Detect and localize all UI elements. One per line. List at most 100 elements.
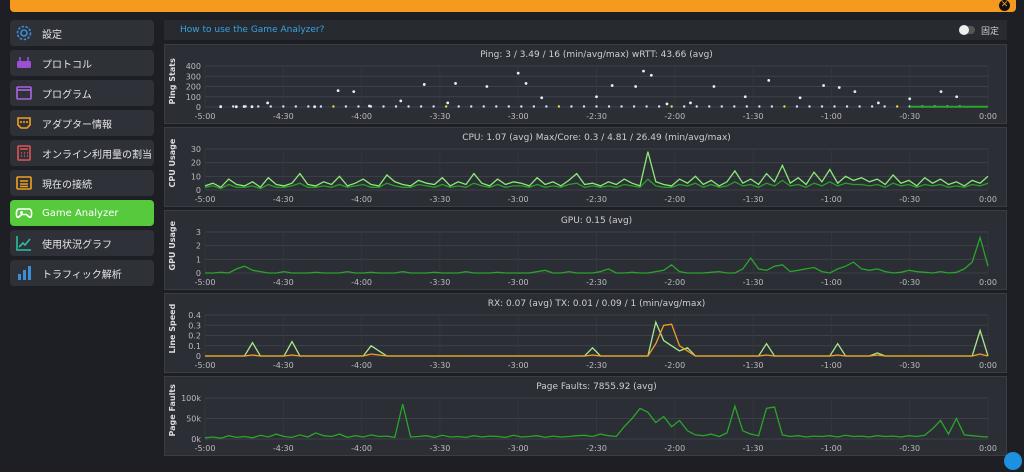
scroll-to-top-button[interactable] <box>1004 452 1022 470</box>
sidebar-item-label: プロトコル <box>42 59 92 71</box>
chart-title: GPU: 0.15 (avg) <box>561 216 632 226</box>
ping-baseline-point <box>833 105 836 108</box>
ping-point <box>955 95 959 99</box>
x-tick-label: -2:30 <box>586 195 607 204</box>
ping-baseline-point <box>770 105 774 108</box>
x-tick-label: 0:00 <box>979 444 997 453</box>
ping-point <box>524 82 528 85</box>
ping-point <box>352 90 356 94</box>
ping-baseline-point <box>795 105 799 108</box>
ping-point <box>595 95 598 99</box>
chart-ylabel: Ping Stats <box>168 58 177 105</box>
x-tick-label: 0:00 <box>979 361 997 370</box>
sidebar-item-adapter[interactable]: アダプター情報 <box>10 110 154 136</box>
list-icon <box>14 173 34 193</box>
ping-point <box>712 85 716 88</box>
bar-chart-icon <box>14 263 34 283</box>
x-tick-label: -4:00 <box>351 444 372 453</box>
x-tick-label: -5:00 <box>195 444 216 453</box>
calculator-icon <box>14 143 34 163</box>
chart-svg: RX: 0.07 (avg) TX: 0.01 / 0.09 / 1 (min/… <box>168 299 997 370</box>
y-tick-label: 30 <box>191 145 201 154</box>
sidebar-item-bar-chart[interactable]: トラフィック解析 <box>10 260 154 286</box>
chart-title: CPU: 1.07 (avg) Max/Core: 0.3 / 4.81 / 2… <box>462 133 731 143</box>
x-tick-label: -1:30 <box>743 361 764 370</box>
y-tick-label: 0.4 <box>188 311 201 320</box>
ping-point <box>610 84 614 87</box>
ping-baseline-point <box>231 105 235 108</box>
sidebar-item-gear[interactable]: 設定 <box>10 20 154 46</box>
ping-baseline-point <box>407 105 410 108</box>
help-link[interactable]: How to use the Game Analyzer? <box>180 25 325 35</box>
y-tick-label: 300 <box>186 72 201 81</box>
x-tick-label: -4:30 <box>273 195 294 204</box>
x-tick-label: -3:00 <box>508 361 529 370</box>
x-tick-label: -0:30 <box>899 444 920 453</box>
x-tick-label: -1:00 <box>821 278 842 287</box>
ping-baseline-point <box>532 105 536 108</box>
ping-point <box>837 86 841 89</box>
x-tick-label: -4:30 <box>273 444 294 453</box>
x-tick-label: -4:30 <box>273 361 294 370</box>
ping-baseline-point <box>657 105 661 108</box>
chart-ylabel: Page Faults <box>168 384 177 437</box>
x-tick-label: -2:00 <box>664 112 685 121</box>
chart-panel-gpu-usage: GPU: 0.15 (avg) GPU Usage 0 1 2 3 -5:00 -4:30 -4… <box>164 210 1007 290</box>
series-line-1 <box>205 323 989 357</box>
chart-title: Ping: 3 / 3.49 / 16 (min/avg/max) wRTT: … <box>480 50 713 60</box>
window-icon <box>14 83 34 103</box>
ping-baseline-point <box>394 105 398 108</box>
x-tick-label: -3:30 <box>429 278 450 287</box>
ping-point <box>234 105 238 109</box>
ping-baseline-point <box>257 105 260 108</box>
ping-baseline-point <box>307 105 310 108</box>
x-tick-label: -5:00 <box>195 112 216 121</box>
ping-baseline-point <box>870 105 874 108</box>
y-tick-label: 0k <box>191 435 201 444</box>
sidebar-item-window[interactable]: プログラム <box>10 80 154 106</box>
x-tick-label: -0:30 <box>899 195 920 204</box>
x-tick-label: -1:00 <box>821 112 842 121</box>
y-tick-label: 1 <box>196 255 201 264</box>
ping-baseline-point <box>820 105 824 108</box>
sidebar-item-label: トラフィック解析 <box>42 269 122 281</box>
x-tick-label: -3:00 <box>508 278 529 287</box>
chart-panel-line-speed: RX: 0.07 (avg) TX: 0.01 / 0.09 / 1 (min/… <box>164 293 1007 373</box>
close-button[interactable]: ✕ <box>999 0 1010 11</box>
chart-panel-ping-stats: Ping: 3 / 3.49 / 16 (min/avg/max) wRTT: … <box>164 44 1007 124</box>
ping-baseline-point <box>582 105 586 108</box>
y-tick-label: 0 <box>196 352 201 361</box>
ping-baseline-point <box>470 105 473 108</box>
ping-baseline-point <box>344 105 348 108</box>
x-tick-label: -4:30 <box>273 112 294 121</box>
pin-toggle[interactable] <box>958 25 975 35</box>
ping-point <box>822 84 825 87</box>
x-tick-label: -3:30 <box>429 444 450 453</box>
x-tick-label: -3:00 <box>508 444 529 453</box>
x-tick-label: -4:30 <box>273 278 294 287</box>
y-tick-label: 3 <box>196 228 201 237</box>
x-tick-label: -1:00 <box>821 195 842 204</box>
chart-panel-page-faults: Page Faults: 7855.92 (avg) Page Faults 0k 5… <box>164 376 1007 456</box>
sidebar-item-gamepad[interactable]: Game Analyzer <box>10 200 154 226</box>
ping-point <box>908 97 912 101</box>
ping-baseline-point <box>432 105 435 108</box>
y-tick-label: 0 <box>196 103 201 112</box>
sidebar-item-calculator[interactable]: オンライン利用量の割当 <box>10 140 154 166</box>
sidebar-item-label: プログラム <box>42 89 92 101</box>
sidebar-item-router[interactable]: プロトコル <box>10 50 154 76</box>
ping-point <box>485 85 489 88</box>
ping-point <box>649 73 653 77</box>
ping-point <box>266 101 270 105</box>
sidebar-item-list[interactable]: 現在の接続 <box>10 170 154 196</box>
ping-baseline-point <box>507 105 511 108</box>
ping-point <box>876 101 880 105</box>
x-tick-label: -5:00 <box>195 195 216 204</box>
sidebar-item-trend-chart[interactable]: 使用状況グラフ <box>10 230 154 256</box>
main-panel: How to use the Game Analyzer? 固定 Ping: 3… <box>164 20 1007 460</box>
sidebar: 設定プロトコルプログラムアダプター情報 オンライン利用量の割当 現在の接続 Game … <box>10 20 154 290</box>
x-tick-label: -0:30 <box>899 361 920 370</box>
ping-baseline-point <box>808 105 811 108</box>
ping-point <box>399 99 403 103</box>
gamepad-icon <box>14 203 34 223</box>
